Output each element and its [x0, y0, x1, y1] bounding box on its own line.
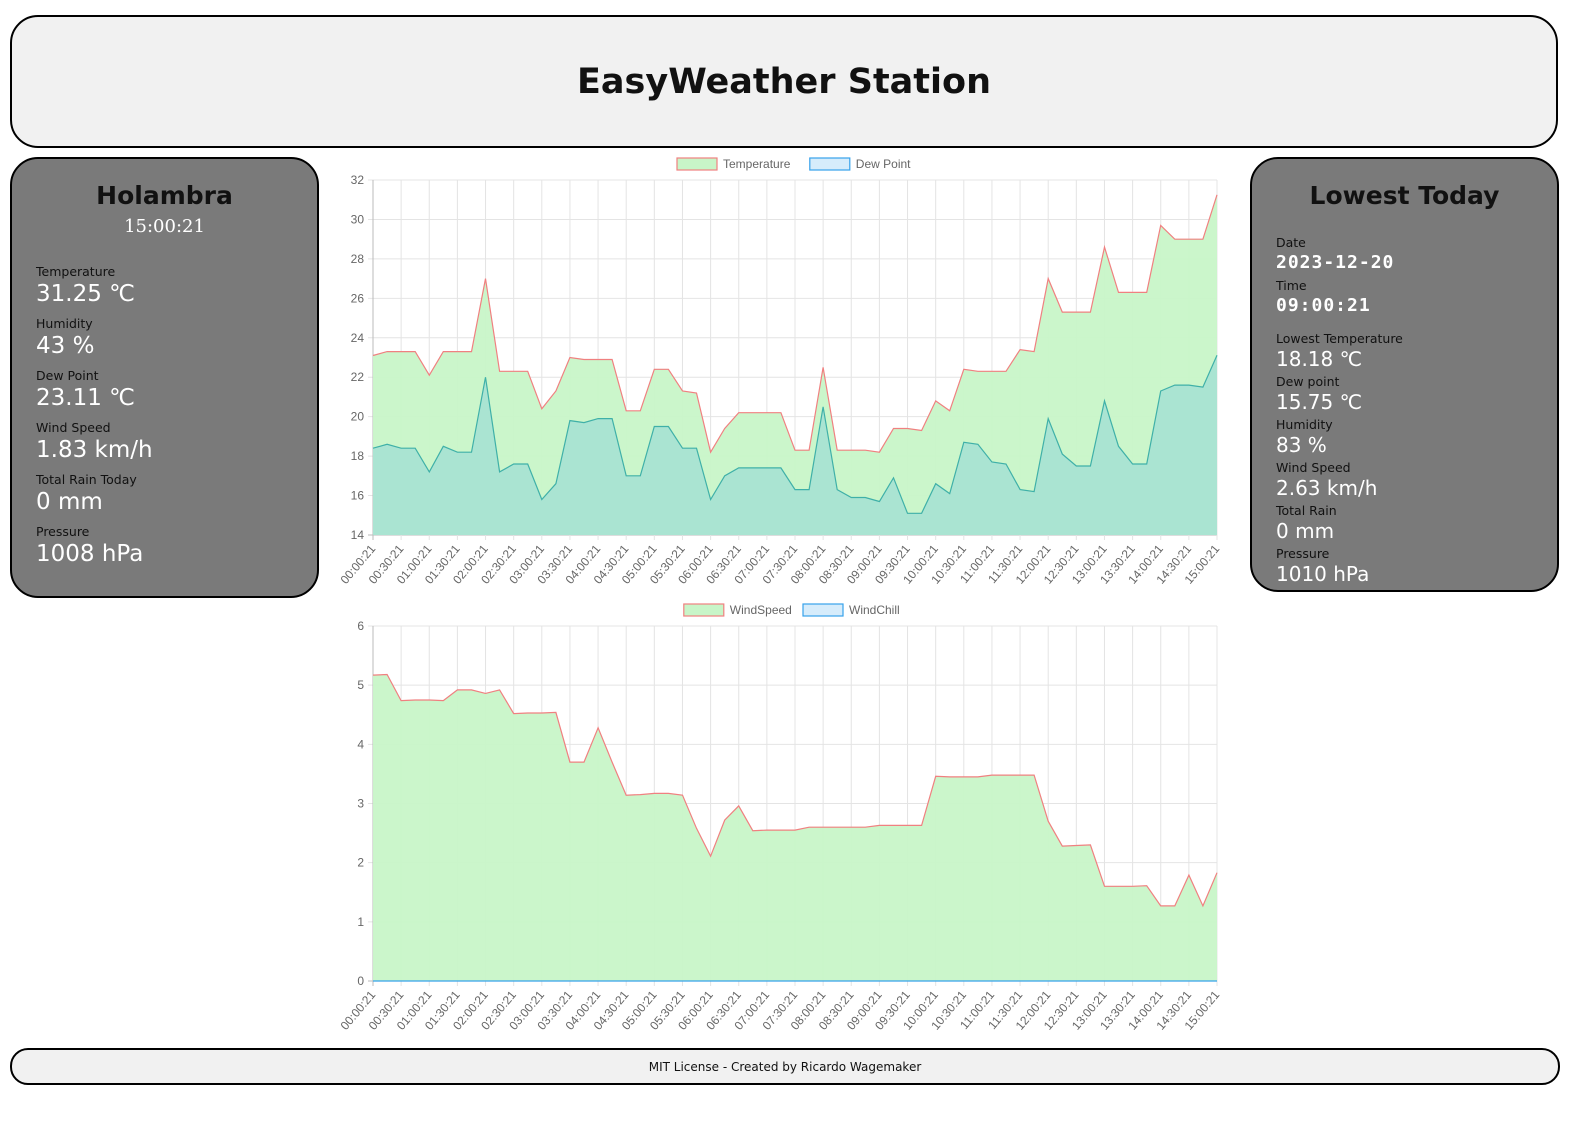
- lowest-value-dew-point: 15.75 ℃: [1276, 390, 1363, 414]
- y-tick-label: 28: [351, 252, 365, 266]
- legend-label: WindSpeed: [730, 603, 792, 617]
- stat-label-humidity: Humidity: [36, 316, 93, 331]
- lowest-value-humidity: 83 %: [1276, 433, 1327, 457]
- legend-swatch: [809, 157, 851, 171]
- legend-swatch: [676, 157, 718, 171]
- lowest-today-title: Lowest Today: [1309, 181, 1500, 210]
- series-line-dew-point: [372, 355, 1218, 514]
- current-conditions-panel: Holambra 15:00:21 Temperature 31.25 ℃ Hu…: [10, 157, 319, 598]
- stat-value-wind-speed: 1.83 km/h: [36, 437, 153, 463]
- stat-value-total-rain: 0 mm: [36, 489, 103, 515]
- y-tick-label: 30: [351, 212, 365, 226]
- y-tick-label: 26: [351, 291, 365, 305]
- stat-value-pressure: 1008 hPa: [36, 541, 144, 567]
- series-area-windspeed: [373, 674, 1217, 981]
- temperature-chart: 14 16 18 20 22 24 26 28 30 32 00:00:21 00:30:21 01:0…: [330, 152, 1230, 597]
- series-line-windspeed: [372, 673, 1218, 908]
- wind-chart-svg: 012345600:00:2100:30:2101:00:2101:30:210…: [338, 603, 1223, 1033]
- lowest-label-temperature: Lowest Temperature: [1276, 331, 1403, 346]
- y-tick-label: 5: [357, 678, 364, 692]
- stat-value-humidity: 43 %: [36, 333, 95, 359]
- legend-item-windchill[interactable]: WindChill: [802, 603, 900, 617]
- y-tick-label: 0: [357, 974, 364, 988]
- footer: MIT License - Created by Ricardo Wagemak…: [10, 1048, 1560, 1085]
- y-tick-label: 32: [351, 173, 365, 187]
- y-tick-label: 14: [351, 528, 365, 542]
- lowest-stats: Date 2023-12-20 Time 09:00:21 Lowest Tem…: [1276, 235, 1547, 589]
- current-stats: Temperature 31.25 ℃ Humidity 43 % Dew Po…: [36, 264, 307, 576]
- lowest-time-label: Time: [1276, 278, 1307, 293]
- lowest-value-temperature: 18.18 ℃: [1276, 347, 1363, 371]
- stat-value-dew-point: 23.11 ℃: [36, 385, 135, 411]
- legend-label: WindChill: [849, 603, 900, 617]
- y-tick-label: 4: [357, 737, 364, 751]
- stat-label-temperature: Temperature: [36, 264, 116, 279]
- legend-swatch: [683, 603, 725, 617]
- legend-label: Dew Point: [856, 157, 911, 171]
- stat-label-wind-speed: Wind Speed: [36, 420, 111, 435]
- y-tick-label: 3: [357, 797, 364, 811]
- y-tick-label: 22: [351, 370, 365, 384]
- y-tick-label: 16: [351, 489, 365, 503]
- lowest-value-wind-speed: 2.63 km/h: [1276, 476, 1378, 500]
- station-name: Holambra: [96, 181, 233, 210]
- legend-swatch: [802, 603, 844, 617]
- stat-label-total-rain: Total Rain Today: [36, 472, 137, 487]
- y-tick-label: 24: [351, 331, 365, 345]
- lowest-time-value: 09:00:21: [1276, 295, 1371, 316]
- series-line-temperature: [372, 194, 1218, 454]
- y-tick-label: 18: [351, 449, 365, 463]
- y-tick-label: 1: [357, 915, 364, 929]
- header: EasyWeather Station: [10, 15, 1558, 148]
- legend-item-dew-point[interactable]: Dew Point: [809, 157, 911, 171]
- lowest-label-pressure: Pressure: [1276, 546, 1330, 561]
- lowest-value-total-rain: 0 mm: [1276, 519, 1335, 543]
- wind-chart: 0 1 2 3 4 5 6 00:00:21 00:30:21 01:00:21 01:30:21 0…: [330, 598, 1230, 1043]
- series-area-dew-point: [373, 355, 1217, 535]
- legend-item-windspeed[interactable]: WindSpeed: [683, 603, 792, 617]
- legend-item-temperature[interactable]: Temperature: [676, 157, 791, 171]
- footer-text: MIT License - Created by Ricardo Wagemak…: [648, 1059, 922, 1074]
- y-tick-label: 6: [357, 619, 364, 633]
- page-title: EasyWeather Station: [577, 61, 991, 102]
- lowest-date-label: Date: [1276, 235, 1306, 250]
- lowest-value-pressure: 1010 hPa: [1276, 562, 1370, 586]
- lowest-date-value: 2023-12-20: [1276, 252, 1395, 273]
- lowest-label-dew-point: Dew point: [1276, 374, 1340, 389]
- lowest-today-panel: Lowest Today Date 2023-12-20 Time 09:00:…: [1250, 157, 1559, 592]
- lowest-label-wind-speed: Wind Speed: [1276, 460, 1351, 475]
- stat-label-dew-point: Dew Point: [36, 368, 99, 383]
- stat-value-temperature: 31.25 ℃: [36, 281, 135, 307]
- y-tick-label: 20: [351, 410, 365, 424]
- lowest-label-humidity: Humidity: [1276, 417, 1333, 432]
- stat-label-pressure: Pressure: [36, 524, 90, 539]
- legend-label: Temperature: [723, 157, 791, 171]
- y-tick-label: 2: [357, 856, 364, 870]
- lowest-label-total-rain: Total Rain: [1276, 503, 1337, 518]
- current-time: 15:00:21: [124, 216, 205, 237]
- temperature-chart-svg: 1416182022242628303200:00:2100:30:2101:0…: [338, 157, 1223, 587]
